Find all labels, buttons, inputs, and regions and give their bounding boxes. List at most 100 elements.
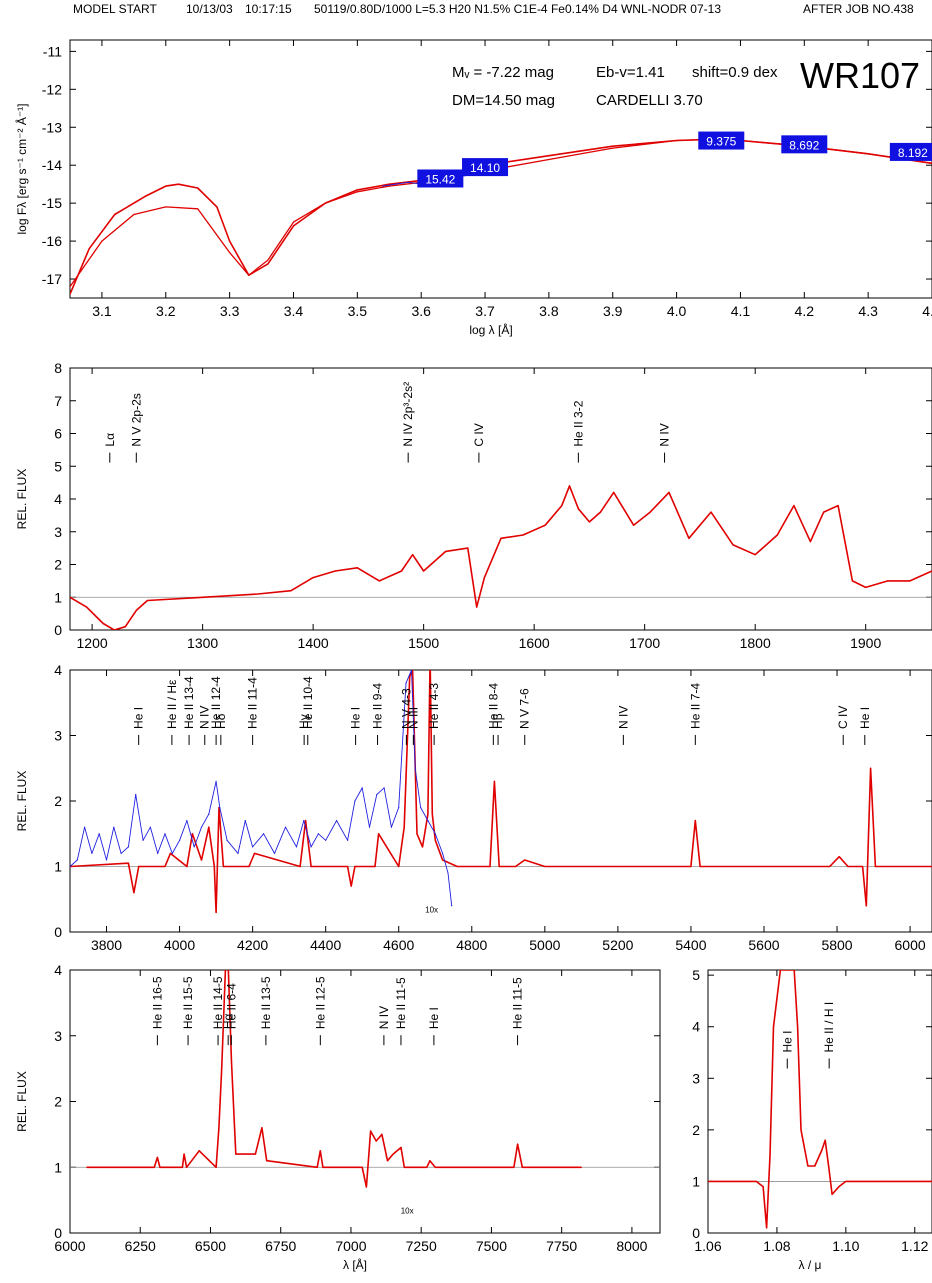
data-point bbox=[441, 859, 444, 861]
photometry-label: 14.10 bbox=[470, 161, 500, 175]
data-point bbox=[395, 183, 397, 185]
data-point bbox=[522, 534, 524, 536]
data-point bbox=[178, 839, 181, 841]
data-point bbox=[498, 865, 500, 868]
data-point bbox=[208, 826, 210, 828]
data-point bbox=[374, 865, 376, 868]
data-point bbox=[416, 833, 418, 835]
y-tick-label: -14 bbox=[42, 157, 62, 173]
data-point bbox=[544, 865, 546, 868]
x-axis-label: log λ [Å] bbox=[469, 322, 512, 337]
x-tick-label: 5400 bbox=[675, 937, 706, 953]
data-point bbox=[292, 221, 295, 223]
data-point bbox=[909, 580, 911, 582]
data-point bbox=[215, 780, 217, 782]
data-point bbox=[127, 862, 130, 864]
data-point bbox=[299, 865, 301, 868]
data-point bbox=[142, 839, 144, 841]
y-tick-label: 5 bbox=[54, 458, 62, 474]
x-tick-label: 4.2 bbox=[795, 303, 815, 319]
x-axis-label: λ [Å] bbox=[343, 1257, 367, 1272]
data-point bbox=[319, 1150, 321, 1152]
x-tick-label: 4.1 bbox=[731, 303, 751, 319]
data-point bbox=[165, 185, 167, 187]
data-point bbox=[375, 1140, 377, 1142]
data-point bbox=[544, 524, 546, 526]
x-tick-label: 6500 bbox=[195, 1238, 226, 1254]
data-point bbox=[257, 593, 259, 595]
data-point bbox=[219, 806, 221, 809]
data-point bbox=[84, 826, 86, 828]
x-tick-label: 3.7 bbox=[475, 303, 495, 319]
data-point bbox=[828, 1165, 830, 1167]
x-tick-label: 7500 bbox=[476, 1238, 507, 1254]
data-point bbox=[157, 852, 159, 855]
data-point bbox=[361, 787, 363, 789]
data-point bbox=[267, 259, 269, 261]
data-point bbox=[303, 820, 305, 822]
data-point bbox=[769, 1155, 771, 1157]
series-group bbox=[70, 485, 932, 630]
data-point bbox=[381, 1133, 383, 1135]
data-point bbox=[164, 865, 166, 868]
data-point bbox=[548, 155, 550, 157]
data-point bbox=[797, 1026, 799, 1028]
line-id-label: C IV bbox=[472, 423, 486, 446]
data-point bbox=[370, 1130, 372, 1132]
data-point bbox=[793, 970, 795, 971]
line-id-label: He II / Hε bbox=[165, 679, 179, 729]
line-id-label: N IV 2p³-2s² bbox=[401, 382, 415, 447]
data-point bbox=[356, 189, 358, 191]
data-point bbox=[149, 826, 151, 828]
data-point bbox=[113, 629, 115, 630]
data-point bbox=[829, 865, 831, 868]
data-point bbox=[310, 865, 312, 868]
data-point bbox=[809, 540, 812, 543]
data-point bbox=[120, 852, 122, 855]
y-tick-label: 0 bbox=[54, 1225, 62, 1241]
y-axis-label: log Fλ [erg s⁻¹ cm⁻² Å⁻¹] bbox=[14, 103, 29, 234]
y-tick-label: 0 bbox=[54, 924, 62, 940]
data-point bbox=[405, 682, 407, 684]
data-point bbox=[138, 865, 140, 868]
data-point bbox=[838, 856, 840, 858]
data-point bbox=[254, 1153, 257, 1155]
panel-ir: 1.06 1.08 1.10 1.12 0 1 2 3 4 5 λ / μ He I He II / H… bbox=[692, 967, 932, 1272]
line-id-label: He II 15-5 bbox=[181, 976, 195, 1029]
data-point bbox=[292, 225, 295, 227]
data-point bbox=[368, 826, 371, 828]
data-point bbox=[407, 181, 410, 183]
data-point bbox=[400, 570, 403, 572]
line-id-label: He I bbox=[427, 1007, 441, 1029]
data-point bbox=[568, 485, 571, 487]
data-point bbox=[838, 1185, 840, 1188]
inset-label: 10x bbox=[401, 1206, 414, 1215]
data-point bbox=[617, 865, 619, 868]
header-params: 50119/0.80D/1000 L=5.3 H20 N1.5% C1E-4 F… bbox=[314, 2, 721, 16]
data-point bbox=[76, 859, 78, 861]
data-point bbox=[398, 806, 400, 809]
data-point bbox=[870, 767, 872, 769]
data-point bbox=[290, 590, 292, 592]
data-point bbox=[456, 865, 458, 868]
line-id-label: He II 12-5 bbox=[313, 976, 327, 1029]
data-point bbox=[113, 826, 115, 828]
data-point bbox=[114, 213, 116, 216]
data-point bbox=[891, 865, 893, 868]
data-point bbox=[376, 793, 378, 796]
x-tick-label: 4200 bbox=[237, 937, 268, 953]
x-tick-label: 6000 bbox=[895, 937, 926, 953]
photometry-box bbox=[417, 169, 464, 188]
data-point bbox=[378, 580, 381, 582]
data-point bbox=[613, 491, 615, 494]
line-id-label: Hβ bbox=[491, 713, 505, 729]
line-id-label: He II 7-4 bbox=[688, 683, 702, 729]
series-group bbox=[86, 970, 582, 1188]
data-point bbox=[403, 826, 405, 828]
inset-label: 10x bbox=[425, 905, 438, 914]
line-id-label: He II 9-4 bbox=[371, 683, 385, 729]
data-point bbox=[70, 293, 71, 295]
data-point bbox=[515, 865, 517, 868]
x-tick-label: 3.2 bbox=[156, 303, 176, 319]
data-point bbox=[365, 1186, 368, 1188]
